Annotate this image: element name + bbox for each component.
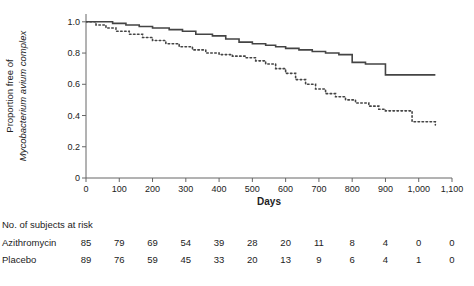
risk-table-count: 13 (280, 254, 291, 265)
x-tick-label: 700 (311, 184, 326, 194)
x-tick-label: 200 (145, 184, 160, 194)
y-tick-label: 0.2 (67, 142, 80, 152)
risk-table-count: 20 (247, 254, 258, 265)
x-tick (385, 178, 386, 182)
risk-table-count: 11 (314, 237, 324, 248)
x-tick-label: 100 (112, 184, 127, 194)
risk-table-count: 33 (214, 254, 225, 265)
y-tick-label: 0.8 (67, 48, 80, 58)
risk-table-count: 0 (449, 237, 454, 248)
risk-table-count: 89 (81, 254, 92, 265)
risk-table-count: 45 (181, 254, 192, 265)
risk-table-count: 69 (147, 237, 158, 248)
y-tick (82, 21, 86, 22)
x-tick (285, 178, 286, 182)
y-tick-label: 0 (75, 173, 80, 183)
risk-table-row-label: Azithromycin (2, 237, 56, 248)
y-tick-label: 0.4 (67, 111, 80, 121)
y-axis-label: Mycobacterium avium complex (17, 30, 28, 162)
x-tick-label: 0 (83, 184, 88, 194)
risk-table-header: No. of subjects at risk (2, 219, 93, 230)
risk-table-count: 79 (114, 237, 125, 248)
survival-line (86, 22, 435, 125)
plot-area (86, 22, 435, 125)
risk-table-row-label: Placebo (2, 254, 36, 265)
x-tick-label: 300 (178, 184, 193, 194)
risk-table-count: 39 (214, 237, 225, 248)
risk-table-count: 28 (247, 237, 258, 248)
y-tick (82, 178, 86, 179)
x-tick (152, 178, 153, 182)
x-axis-label: Days (257, 196, 281, 207)
y-tick (82, 146, 86, 147)
y-axis-line (86, 14, 87, 178)
chart: 01002003004005006007008009001,0001,10000… (0, 0, 474, 286)
risk-table-count: 8 (350, 237, 355, 248)
x-tick (418, 178, 419, 182)
x-tick-label: 800 (345, 184, 360, 194)
risk-table-count: 0 (416, 237, 421, 248)
risk-table-count: 1 (416, 254, 421, 265)
y-tick (82, 84, 86, 85)
y-tick (82, 53, 86, 54)
x-axis-line (86, 178, 452, 179)
x-tick-label: 900 (378, 184, 393, 194)
risk-table-count: 59 (147, 254, 158, 265)
y-axis-label-part: complex (17, 30, 28, 69)
x-tick-label: 400 (212, 184, 227, 194)
x-tick (119, 178, 120, 182)
risk-table-count: 85 (81, 237, 92, 248)
x-tick (219, 178, 220, 182)
risk-table-count: 0 (449, 254, 454, 265)
x-tick (452, 178, 453, 182)
risk-table-count: 6 (350, 254, 355, 265)
x-tick (185, 178, 186, 182)
x-tick (352, 178, 353, 182)
y-axis-label-part: Mycobacterium avium (17, 69, 28, 161)
survival-line (86, 22, 435, 75)
risk-table-count: 4 (383, 254, 388, 265)
y-tick (82, 115, 86, 116)
x-tick (252, 178, 253, 182)
x-tick (86, 178, 87, 182)
y-tick-label: 1.0 (67, 17, 80, 27)
risk-table-count: 4 (383, 237, 388, 248)
risk-table-count: 9 (316, 254, 321, 265)
risk-table-count: 54 (181, 237, 192, 248)
x-tick-label: 500 (245, 184, 260, 194)
y-axis-label: Proportion free of (4, 59, 15, 133)
y-tick-label: 0.6 (67, 79, 80, 89)
risk-table-count: 20 (280, 237, 291, 248)
x-tick-label: 1,000 (407, 184, 430, 194)
risk-table-count: 76 (114, 254, 125, 265)
x-tick-label: 600 (278, 184, 293, 194)
x-tick (318, 178, 319, 182)
x-tick-label: 1,100 (441, 184, 464, 194)
